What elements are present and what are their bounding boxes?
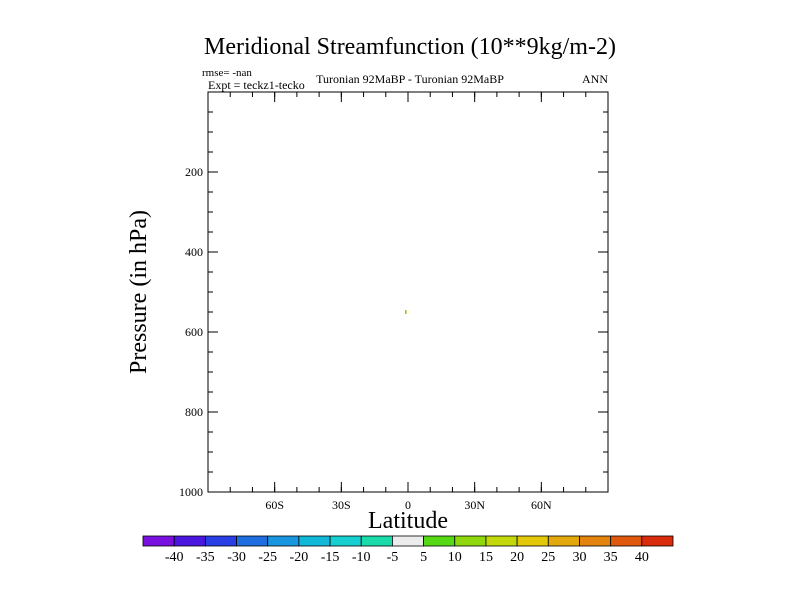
colorbar-label: 5 xyxy=(420,550,427,565)
rmse-label: rmse= -nan xyxy=(202,67,252,79)
y-tick-label: 200 xyxy=(185,165,203,179)
colorbar-label: -10 xyxy=(352,550,371,565)
colorbar-label: -5 xyxy=(387,550,399,565)
colorbar-box xyxy=(329,535,362,547)
x-axis-title: Latitude xyxy=(368,508,448,534)
colorbar-label: 30 xyxy=(572,550,586,565)
colorbar-label: 10 xyxy=(448,550,462,565)
x-tick-label: 30S xyxy=(332,498,351,512)
colorbar-box xyxy=(173,535,206,547)
colorbar-label: 35 xyxy=(604,550,618,565)
colorbar-labels: -40 -35 -30 -25 -20 -15 -10 -5 5 10 15 20 25 30 35 40 xyxy=(165,550,649,565)
colorbar-label: -15 xyxy=(321,550,340,565)
colorbar-box xyxy=(392,535,424,547)
y-axis-ticks: 200 400 600 800 1000 xyxy=(179,111,608,499)
colorbar-label: -20 xyxy=(290,550,309,565)
colorbar xyxy=(142,535,674,547)
colorbar-box xyxy=(204,535,237,547)
data-marks xyxy=(404,310,407,314)
plot-area xyxy=(207,91,609,493)
colorbar-box xyxy=(236,535,269,547)
colorbar-box xyxy=(579,535,612,547)
colorbar-label: -30 xyxy=(227,550,246,565)
colorbar-box xyxy=(360,535,393,547)
colorbar-label: 20 xyxy=(510,550,524,565)
colorbar-box xyxy=(485,535,518,547)
colorbar-label: 40 xyxy=(635,550,649,565)
colorbar-label: -35 xyxy=(196,550,215,565)
y-tick-label: 800 xyxy=(185,405,203,419)
colorbar-box xyxy=(454,535,487,547)
x-tick-label: 60N xyxy=(531,498,552,512)
colorbar-box xyxy=(142,535,175,547)
colorbar-box xyxy=(547,535,580,547)
y-tick-label: 600 xyxy=(185,325,203,339)
colorbar-box xyxy=(423,535,456,547)
colorbar-box xyxy=(298,535,331,547)
x-tick-label: 0 xyxy=(405,498,411,512)
colorbar-label: 25 xyxy=(541,550,555,565)
chart-title: Meridional Streamfunction (10**9kg/m-2) xyxy=(204,34,616,60)
x-tick-label: 60S xyxy=(265,498,284,512)
data-point xyxy=(404,310,407,314)
y-tick-label: 400 xyxy=(185,245,203,259)
y-tick-label: 1000 xyxy=(179,485,203,499)
colorbar-label: -40 xyxy=(165,550,184,565)
colorbar-label: -25 xyxy=(258,550,277,565)
colorbar-box xyxy=(516,535,549,547)
x-axis-ticks: 60S 30S 0 30N 60N xyxy=(229,92,587,512)
season-label: ANN xyxy=(582,72,608,86)
colorbar-box xyxy=(641,535,674,547)
colorbar-box xyxy=(267,535,300,547)
x-tick-label: 30N xyxy=(464,498,485,512)
comparison-label: Turonian 92MaBP - Turonian 92MaBP xyxy=(316,72,504,86)
colorbar-label: 15 xyxy=(479,550,493,565)
y-axis-title: Pressure (in hPa) xyxy=(126,210,152,374)
colorbar-box xyxy=(610,535,643,547)
expt-label: Expt = teckz1-tecko xyxy=(208,78,305,92)
